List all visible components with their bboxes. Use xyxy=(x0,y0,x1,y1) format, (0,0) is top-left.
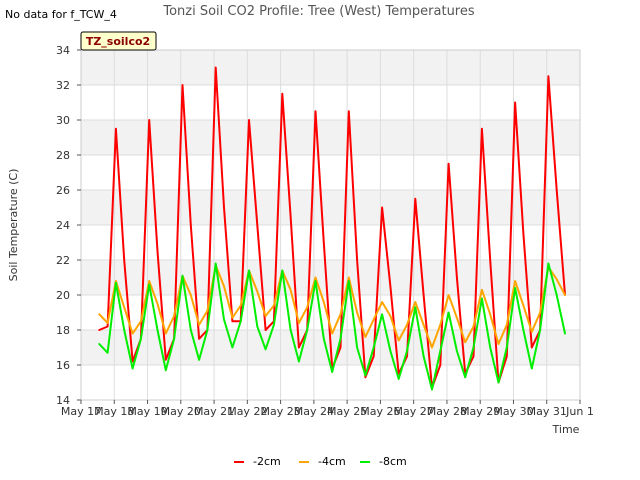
x-tick-label: May 18 xyxy=(94,405,134,418)
y-tick-label: 18 xyxy=(56,324,70,337)
plot-band xyxy=(81,190,580,225)
y-tick-label: 16 xyxy=(56,359,70,372)
x-tick-label: May 24 xyxy=(294,405,334,418)
x-tick-label: May 27 xyxy=(394,405,434,418)
y-tick-label: 32 xyxy=(56,79,70,92)
badge: TZ_soilco2 xyxy=(80,31,157,51)
y-tick-label: 24 xyxy=(56,219,70,232)
legend: -2cm -4cm -8cm xyxy=(234,455,407,468)
legend-label: -8cm xyxy=(379,455,407,468)
x-tick-label: May 17 xyxy=(61,405,101,418)
plot-band xyxy=(81,225,580,260)
y-tick-label: 28 xyxy=(56,149,70,162)
y-tick-label: 26 xyxy=(56,184,70,197)
x-tick-label: May 22 xyxy=(227,405,267,418)
series-line-8cm xyxy=(98,262,566,391)
no-data-note: No data for f_TCW_4 xyxy=(5,8,117,21)
plot-band xyxy=(81,365,580,400)
plot-band xyxy=(81,155,580,190)
y-tick-label: 14 xyxy=(56,394,70,407)
x-tick-label: May 25 xyxy=(327,405,367,418)
x-tick-label: May 23 xyxy=(260,405,300,418)
legend-label: -4cm xyxy=(318,455,346,468)
plot-band xyxy=(81,120,580,155)
x-tick-label: May 19 xyxy=(127,405,167,418)
chart-title: Tonzi Soil CO2 Profile: Tree (West) Temp… xyxy=(162,4,475,19)
y-tick-label: 34 xyxy=(56,44,70,57)
plot-band xyxy=(81,260,580,295)
x-tick-label: May 20 xyxy=(161,405,201,418)
y-axis-ticks: 14 16 18 20 22 24 26 28 30 32 34 xyxy=(56,44,81,407)
series-line-4cm xyxy=(98,264,566,349)
x-tick-label: Jun 1 xyxy=(565,405,594,418)
series-lines xyxy=(98,66,566,391)
badge-label: TZ_soilco2 xyxy=(86,35,150,48)
x-axis-label: Time xyxy=(552,423,580,436)
x-tick-label: May 29 xyxy=(460,405,500,418)
badge-box xyxy=(80,31,157,51)
y-tick-label: 22 xyxy=(56,254,70,267)
y-axis-label: Soil Temperature (C) xyxy=(7,169,20,282)
y-tick-label: 20 xyxy=(56,289,70,302)
plot-band xyxy=(81,50,580,85)
x-tick-label: May 30 xyxy=(493,405,533,418)
x-tick-label: May 28 xyxy=(427,405,467,418)
x-tick-label: May 26 xyxy=(360,405,400,418)
x-tick-label: May 21 xyxy=(194,405,234,418)
y-tick-label: 30 xyxy=(56,114,70,127)
plot-band xyxy=(81,85,580,120)
legend-label: -2cm xyxy=(253,455,281,468)
x-tick-label: May 31 xyxy=(527,405,567,418)
